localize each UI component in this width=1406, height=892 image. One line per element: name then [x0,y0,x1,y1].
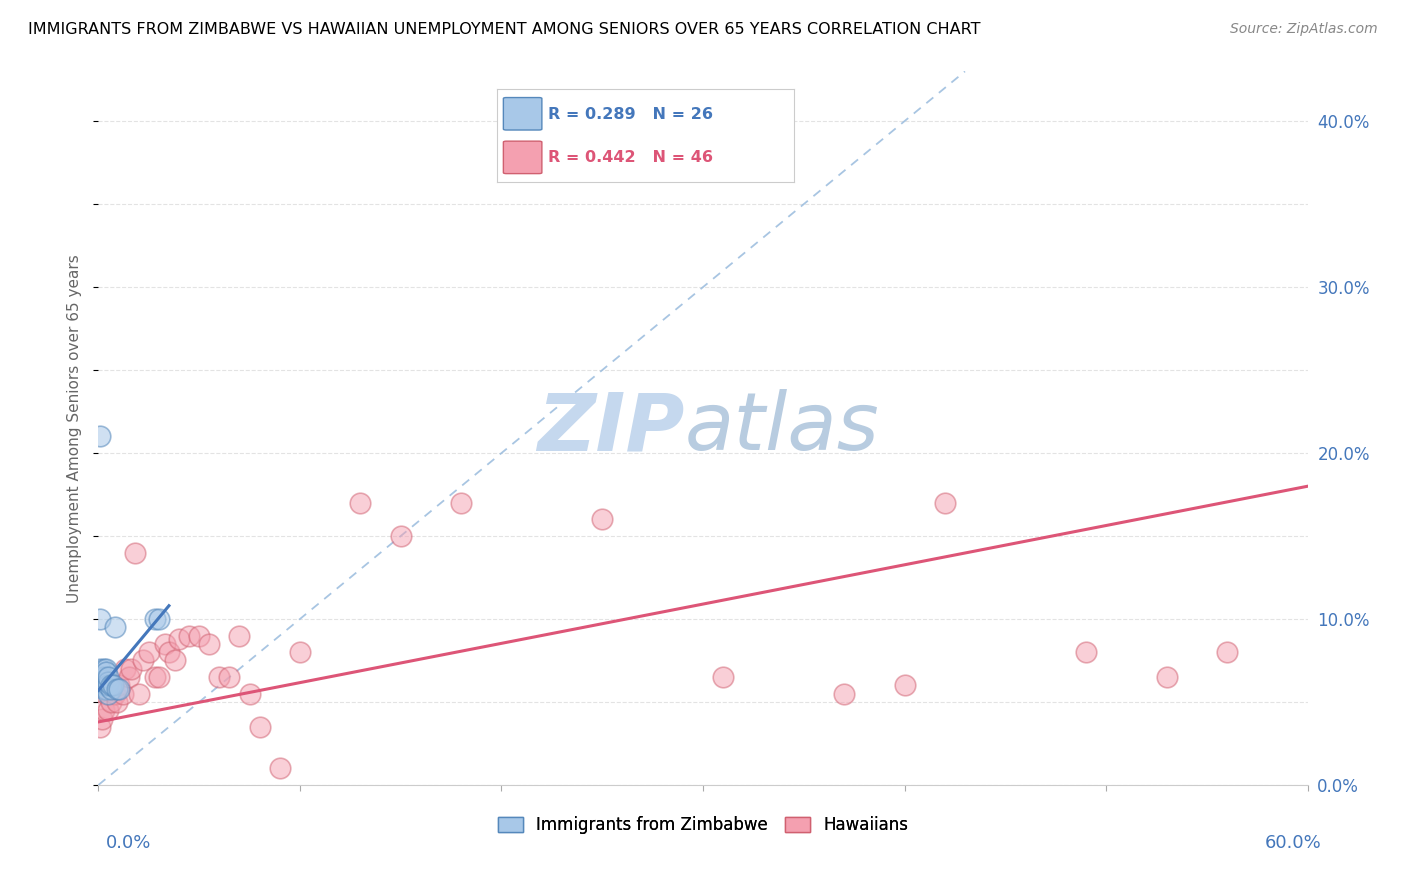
Point [157,645,180,659]
Point [132,653,155,667]
Point [93,670,115,684]
Point [96,681,118,696]
Point [163,653,186,667]
Point [93,703,115,717]
Point [711,670,734,684]
Point [934,496,956,510]
Point [1074,645,1097,659]
Point [143,612,166,626]
Point [179,629,201,643]
Point [105,681,128,696]
Point [100,678,122,692]
Point [198,637,221,651]
Point [218,670,240,684]
Point [832,687,855,701]
Point [91,670,114,684]
Point [91,712,114,726]
Point [111,687,134,701]
Point [120,662,142,676]
Point [349,496,371,510]
Point [93,678,115,692]
Point [208,670,231,684]
Point [93,673,115,688]
Point [138,645,160,659]
Text: IMMIGRANTS FROM ZIMBABWE VS HAWAIIAN UNEMPLOYMENT AMONG SENIORS OVER 65 YEARS CO: IMMIGRANTS FROM ZIMBABWE VS HAWAIIAN UNE… [28,22,980,37]
Point [96,675,118,690]
Point [148,612,170,626]
Point [1156,670,1178,684]
Point [97,703,120,717]
Legend: Immigrants from Zimbabwe, Hawaiians: Immigrants from Zimbabwe, Hawaiians [491,810,915,841]
Point [105,695,128,709]
Point [239,687,262,701]
Point [97,678,120,692]
Point [167,632,190,646]
Y-axis label: Unemployment Among Seniors over 65 years: Unemployment Among Seniors over 65 years [67,254,83,602]
Text: ZIP: ZIP [537,389,685,467]
Point [96,665,118,679]
Point [107,681,129,696]
Point [269,761,291,775]
Point [228,629,250,643]
Point [97,675,120,690]
Point [893,678,915,692]
Point [103,620,125,634]
Text: 60.0%: 60.0% [1265,834,1322,852]
Point [188,629,211,643]
Point [97,670,120,684]
Point [100,695,122,709]
Point [148,670,170,684]
Point [100,681,122,696]
Text: Source: ZipAtlas.com: Source: ZipAtlas.com [1230,22,1378,37]
Point [591,512,613,526]
Point [97,687,120,701]
Point [89,662,111,676]
Text: atlas: atlas [685,389,880,467]
Point [143,670,166,684]
Point [89,612,111,626]
Point [124,546,146,560]
Point [96,662,118,676]
Point [128,687,150,701]
Point [118,670,141,684]
Point [288,645,311,659]
Point [103,687,125,701]
Point [107,678,129,692]
Point [93,681,115,696]
Text: 0.0%: 0.0% [105,834,150,852]
Point [389,529,412,543]
Point [450,496,472,510]
Point [93,662,115,676]
Point [1216,645,1239,659]
Point [249,720,271,734]
Point [89,720,111,734]
Point [96,678,118,692]
Point [692,97,714,112]
Point [101,678,124,692]
Point [96,687,118,701]
Point [89,429,111,443]
Point [101,678,124,692]
Point [153,637,176,651]
Point [114,662,136,676]
Point [91,678,114,692]
